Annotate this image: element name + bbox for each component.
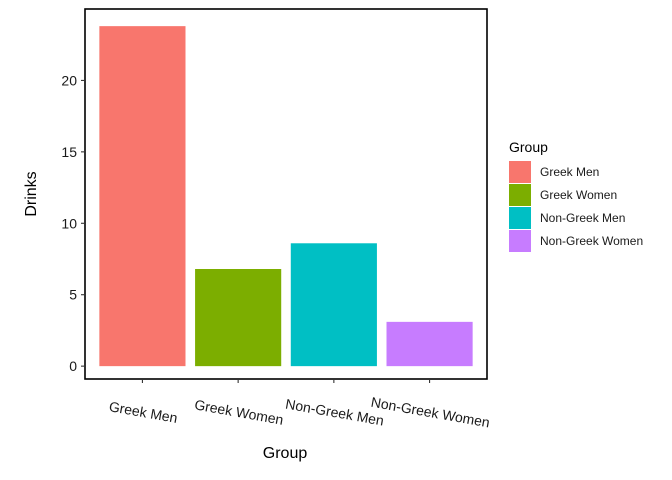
- bar-non-greek-men: [290, 243, 377, 367]
- y-tick-label: 15: [61, 144, 77, 160]
- legend-title: Group: [509, 139, 548, 155]
- y-tick-label: 20: [61, 72, 77, 88]
- x-tick-label: Non-Greek Women: [370, 394, 491, 431]
- panel-border: [84, 8, 488, 380]
- legend-label: Greek Women: [540, 188, 617, 202]
- legend-label: Greek Men: [540, 165, 599, 179]
- legend-key: [509, 230, 531, 252]
- legend-label: Non-Greek Women: [540, 234, 643, 248]
- bar-greek-women: [195, 269, 282, 367]
- legend: Group Greek Men Greek Women Non-Greek Men N…: [509, 139, 643, 252]
- x-tick-label: Greek Men: [108, 398, 179, 426]
- bar-non-greek-women: [386, 321, 473, 367]
- x-tick-label: Non-Greek Men: [284, 396, 385, 429]
- legend-label: Non-Greek Men: [540, 211, 625, 225]
- y-tick-label: 5: [69, 287, 77, 303]
- x-tick-label: Greek Women: [193, 396, 284, 427]
- legend-key: [509, 184, 531, 206]
- y-tick-label: 10: [61, 215, 77, 231]
- y-tick-label: 0: [69, 358, 77, 374]
- y-axis-title: Drinks: [23, 171, 40, 216]
- legend-key: [509, 161, 531, 183]
- legend-key: [509, 207, 531, 229]
- bar-greek-men: [99, 26, 186, 367]
- x-axis-title: Group: [263, 445, 308, 462]
